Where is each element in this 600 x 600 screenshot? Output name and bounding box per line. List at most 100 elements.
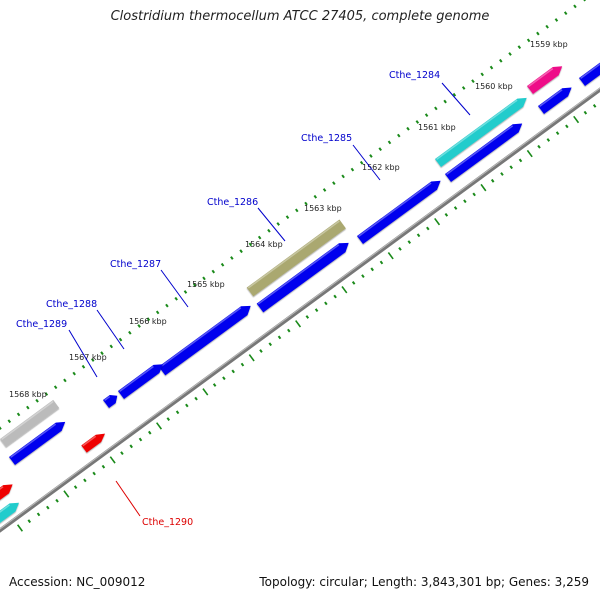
tick-mark xyxy=(248,354,255,362)
gene-label-cthe-1284[interactable]: Cthe_1284 xyxy=(389,70,440,81)
tick-mark xyxy=(16,412,21,417)
tick-mark xyxy=(90,358,95,362)
cds-feature[interactable] xyxy=(9,421,66,465)
tick-mark xyxy=(463,199,467,204)
tick-mark xyxy=(63,490,70,498)
feature-highlight xyxy=(104,395,111,401)
tick-mark xyxy=(472,192,476,197)
tick-mark xyxy=(129,444,133,449)
gene-label-cthe-1288[interactable]: Cthe_1288 xyxy=(46,299,97,310)
gene-label-leader xyxy=(441,82,471,116)
tick-mark xyxy=(148,430,152,435)
cds-feature[interactable] xyxy=(103,395,118,408)
tick-mark xyxy=(138,437,143,442)
tick-mark xyxy=(480,72,484,77)
tick-mark xyxy=(499,58,503,63)
kbp-label: 1564 kbp xyxy=(245,240,283,249)
cds-feature[interactable] xyxy=(0,399,60,447)
tick-mark xyxy=(509,165,513,170)
cds-feature[interactable] xyxy=(256,242,349,313)
feature-highlight xyxy=(247,220,340,289)
tick-mark xyxy=(583,110,588,115)
tick-mark xyxy=(305,315,310,319)
tick-mark xyxy=(63,378,67,383)
tick-mark xyxy=(285,215,290,220)
kbp-label: 1562 kbp xyxy=(362,163,400,172)
cds-feature[interactable] xyxy=(357,180,441,244)
gene-label-cthe-1285[interactable]: Cthe_1285 xyxy=(301,133,352,144)
tick-mark xyxy=(313,194,318,199)
tick-mark xyxy=(73,485,78,490)
genome-summary-text: Topology: circular; Length: 3,843,301 bp… xyxy=(259,575,589,589)
tick-mark xyxy=(387,251,394,260)
tick-mark xyxy=(0,426,2,430)
gene-label-leader xyxy=(68,329,98,378)
inner-tick-track xyxy=(16,104,597,532)
tick-mark xyxy=(443,99,447,104)
cds-feature[interactable] xyxy=(579,60,600,86)
tick-mark xyxy=(453,206,458,210)
tick-mark xyxy=(461,86,466,90)
tick-mark xyxy=(118,337,123,342)
cds-feature[interactable] xyxy=(445,123,523,183)
cds-feature[interactable] xyxy=(0,484,13,505)
kbp-label: 1566 kbp xyxy=(129,317,167,326)
feature-highlight xyxy=(159,307,242,368)
feature-track xyxy=(0,60,600,528)
kbp-label: 1561 kbp xyxy=(418,123,456,132)
tick-mark xyxy=(26,405,30,410)
tick-mark xyxy=(240,362,245,367)
tick-mark xyxy=(444,212,449,217)
outer-tick-track xyxy=(0,0,586,430)
tick-mark xyxy=(220,262,225,267)
tick-mark xyxy=(426,226,430,231)
tick-mark xyxy=(239,249,243,254)
cds-feature[interactable] xyxy=(81,433,105,453)
tick-mark xyxy=(277,335,282,340)
tick-mark xyxy=(378,147,382,152)
tick-mark xyxy=(471,79,475,84)
tick-mark xyxy=(554,18,559,22)
tick-mark xyxy=(350,167,355,172)
tick-mark xyxy=(128,330,132,335)
tick-mark xyxy=(83,478,87,483)
cds-feature[interactable] xyxy=(435,97,527,167)
gene-label-leader xyxy=(115,480,141,517)
tick-mark xyxy=(565,124,569,129)
tick-mark xyxy=(416,233,421,238)
tick-mark xyxy=(156,422,163,430)
gene-label-leader xyxy=(160,269,189,308)
tick-mark xyxy=(166,417,171,421)
cds-feature[interactable] xyxy=(118,364,163,399)
cds-feature[interactable] xyxy=(158,305,251,376)
tick-mark xyxy=(397,133,401,138)
feature-highlight xyxy=(257,244,340,305)
tick-mark xyxy=(489,65,494,70)
gene-label-cthe-1287[interactable]: Cthe_1287 xyxy=(110,259,161,270)
tick-mark xyxy=(295,320,302,328)
tick-mark xyxy=(424,113,429,118)
cds-feature[interactable] xyxy=(246,219,346,297)
tick-mark xyxy=(434,106,438,111)
gene-label-leader xyxy=(257,207,286,242)
tick-mark xyxy=(407,240,412,244)
feature-highlight xyxy=(0,504,10,513)
tick-mark xyxy=(332,181,336,186)
gene-label-cthe-1289[interactable]: Cthe_1289 xyxy=(16,319,67,330)
tick-mark xyxy=(480,183,487,192)
tick-mark xyxy=(351,281,356,285)
kbp-label: 1560 kbp xyxy=(475,82,513,91)
tick-mark xyxy=(526,149,533,158)
tick-mark xyxy=(202,388,209,396)
tick-mark xyxy=(304,201,308,206)
cds-feature[interactable] xyxy=(527,66,563,94)
cds-feature[interactable] xyxy=(538,87,572,115)
tick-mark xyxy=(546,138,551,142)
gene-label-cthe-1290[interactable]: Cthe_1290 xyxy=(142,517,193,528)
tick-mark xyxy=(165,303,169,308)
tick-mark xyxy=(276,222,280,226)
cds-feature[interactable] xyxy=(0,502,19,528)
tick-mark xyxy=(415,120,420,124)
gene-label-cthe-1286[interactable]: Cthe_1286 xyxy=(207,197,258,208)
